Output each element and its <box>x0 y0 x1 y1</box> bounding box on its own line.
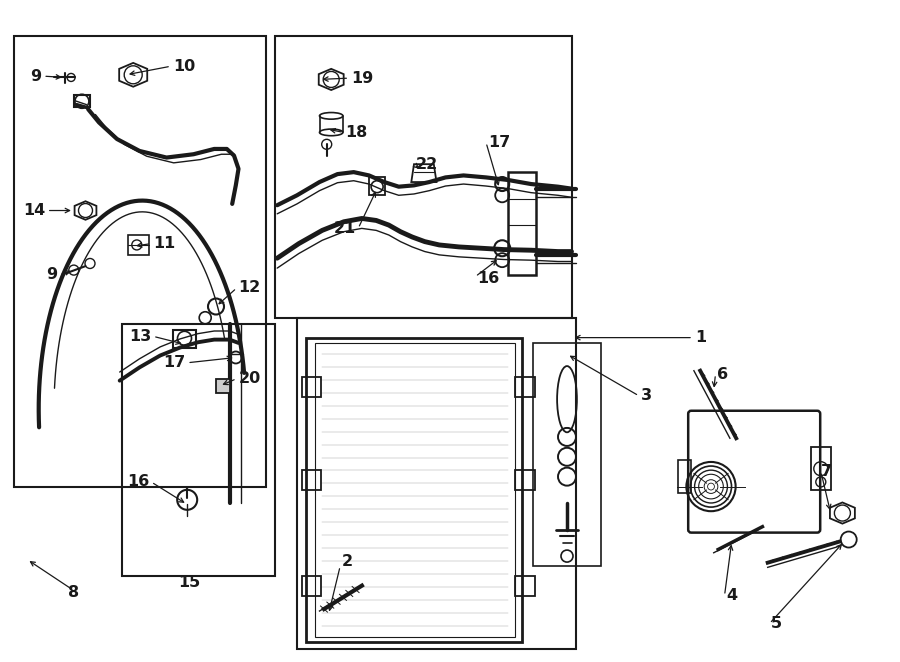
Text: 14: 14 <box>22 203 45 218</box>
Text: 20: 20 <box>238 371 261 386</box>
Text: 12: 12 <box>238 281 261 295</box>
Text: 13: 13 <box>129 329 151 344</box>
Text: 6: 6 <box>717 367 728 381</box>
Text: 16: 16 <box>127 475 149 489</box>
Text: 17: 17 <box>163 355 185 370</box>
Text: 9: 9 <box>47 267 58 282</box>
Text: 8: 8 <box>68 585 79 600</box>
Text: 21: 21 <box>334 221 356 236</box>
Text: 2: 2 <box>342 554 353 569</box>
Text: 17: 17 <box>488 135 510 150</box>
Text: 4: 4 <box>726 589 737 603</box>
Text: 11: 11 <box>153 236 176 251</box>
Text: 15: 15 <box>178 575 200 590</box>
Text: 5: 5 <box>771 616 782 631</box>
Text: 9: 9 <box>31 69 41 83</box>
Text: 19: 19 <box>351 71 374 85</box>
Text: 16: 16 <box>477 271 500 285</box>
Text: 3: 3 <box>641 389 652 403</box>
Text: 1: 1 <box>695 330 706 345</box>
Text: 7: 7 <box>821 464 832 479</box>
Text: 22: 22 <box>416 157 438 171</box>
Text: 10: 10 <box>173 59 195 73</box>
Text: 18: 18 <box>346 125 368 140</box>
Polygon shape <box>216 379 230 393</box>
